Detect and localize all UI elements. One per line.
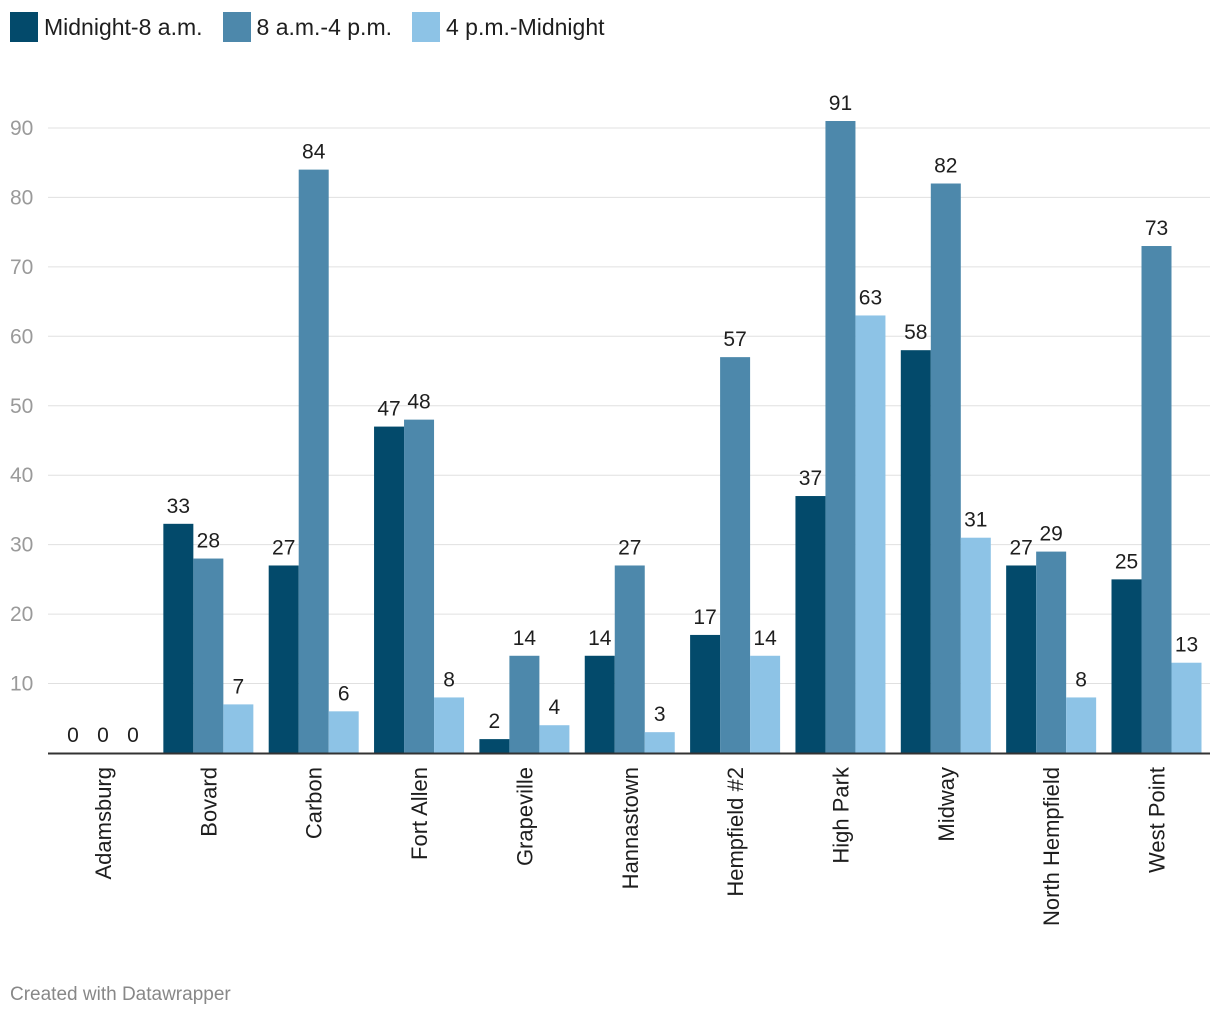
bar <box>1036 551 1067 753</box>
bar-value-label: 4 <box>549 696 561 719</box>
bar <box>163 523 194 753</box>
y-tick-label: 40 <box>10 464 33 487</box>
bar <box>750 655 781 753</box>
bar <box>509 655 540 753</box>
x-category-label: Midway <box>934 767 959 842</box>
bar <box>855 315 886 753</box>
bar-value-label: 73 <box>1145 217 1168 240</box>
bar <box>960 537 991 753</box>
bar-value-label: 14 <box>513 627 537 650</box>
legend-swatch <box>222 12 251 42</box>
bar-value-label: 7 <box>233 675 245 698</box>
bar-value-label: 47 <box>377 398 400 421</box>
bar <box>690 634 721 753</box>
bar-value-label: 6 <box>338 682 350 705</box>
footer-credit: Created with Datawrapper <box>10 984 231 1005</box>
bar-value-label: 25 <box>1115 550 1138 573</box>
legend-label: 8 a.m.-4 p.m. <box>256 13 392 40</box>
y-tick-label: 90 <box>10 117 33 140</box>
bar-value-label: 17 <box>693 606 716 629</box>
y-tick-label: 10 <box>10 673 33 696</box>
bar <box>1141 246 1172 753</box>
bar-value-label: 3 <box>654 703 666 726</box>
bar-value-label: 8 <box>443 668 455 691</box>
x-category-label: West Point <box>1145 767 1170 873</box>
legend-swatch <box>412 12 440 42</box>
bar-value-label: 28 <box>197 530 220 553</box>
bar-value-label: 57 <box>723 328 746 351</box>
x-category-label: High Park <box>828 766 853 864</box>
bar-value-label: 0 <box>127 724 139 747</box>
y-tick-label: 80 <box>10 186 33 209</box>
bar <box>584 655 615 753</box>
bar-value-label: 13 <box>1175 634 1198 657</box>
legend-label: Midnight-8 a.m. <box>44 13 203 40</box>
bar <box>193 558 224 753</box>
bar <box>900 350 931 753</box>
bar-value-label: 37 <box>799 467 822 490</box>
y-tick-label: 30 <box>10 534 33 557</box>
bar-value-label: 63 <box>859 286 882 309</box>
bar <box>1066 697 1097 753</box>
legend: Midnight-8 a.m. 8 a.m.-4 p.m. 4 p.m.-Mid… <box>10 10 625 44</box>
bar <box>479 739 510 753</box>
legend-swatch <box>10 12 38 42</box>
bar-value-label: 0 <box>97 724 109 747</box>
bar-value-label: 8 <box>1075 668 1087 691</box>
bar <box>539 725 570 753</box>
y-tick-label: 20 <box>10 603 33 626</box>
y-tick-label: 70 <box>10 256 33 279</box>
bar <box>328 711 359 753</box>
bar <box>268 565 299 753</box>
legend-item-midnight-8am: Midnight-8 a.m. <box>10 12 203 42</box>
bar <box>795 496 826 753</box>
bar-value-label: 33 <box>167 495 190 518</box>
bar-value-label: 58 <box>904 321 927 344</box>
bar-value-label: 91 <box>829 92 852 115</box>
bar <box>720 357 751 753</box>
bar-value-label: 14 <box>588 627 612 650</box>
y-tick-label: 60 <box>10 325 33 348</box>
bar <box>434 697 465 753</box>
bar-value-label: 0 <box>67 724 79 747</box>
bar-value-label: 82 <box>934 155 957 178</box>
x-category-label: Fort Allen <box>407 767 432 860</box>
bar-value-label: 27 <box>618 536 641 559</box>
y-tick-label: 50 <box>10 395 33 418</box>
x-category-label: Hempfield #2 <box>723 767 748 897</box>
bar <box>404 419 435 753</box>
bar-value-label: 2 <box>489 710 501 733</box>
x-category-label: Adamsburg <box>91 767 116 880</box>
bar <box>930 183 961 753</box>
x-category-label: Grapeville <box>512 767 537 866</box>
bar <box>1171 662 1202 753</box>
x-category-label: Carbon <box>302 767 327 839</box>
bar-value-label: 27 <box>1009 536 1032 559</box>
bar-value-label: 14 <box>753 627 777 650</box>
bar-value-label: 31 <box>964 509 987 532</box>
x-category-label: Bovard <box>196 767 221 837</box>
bar <box>1006 565 1037 753</box>
bar <box>644 732 675 753</box>
legend-item-4pm-midnight: 4 p.m.-Midnight <box>412 12 605 42</box>
bar-value-label: 84 <box>302 141 326 164</box>
bar-value-label: 29 <box>1039 523 1062 546</box>
bar <box>1111 579 1142 753</box>
bar <box>223 704 254 753</box>
bar <box>614 565 645 753</box>
bar-value-label: 48 <box>407 391 430 414</box>
bar <box>298 169 329 753</box>
bar <box>825 121 856 753</box>
x-category-label: North Hempfield <box>1039 767 1064 926</box>
bar <box>374 426 405 753</box>
legend-item-8am-4pm: 8 a.m.-4 p.m. <box>222 12 392 42</box>
x-category-label: Hannastown <box>618 767 643 889</box>
legend-label: 4 p.m.-Midnight <box>446 13 605 40</box>
bar-value-label: 27 <box>272 536 295 559</box>
